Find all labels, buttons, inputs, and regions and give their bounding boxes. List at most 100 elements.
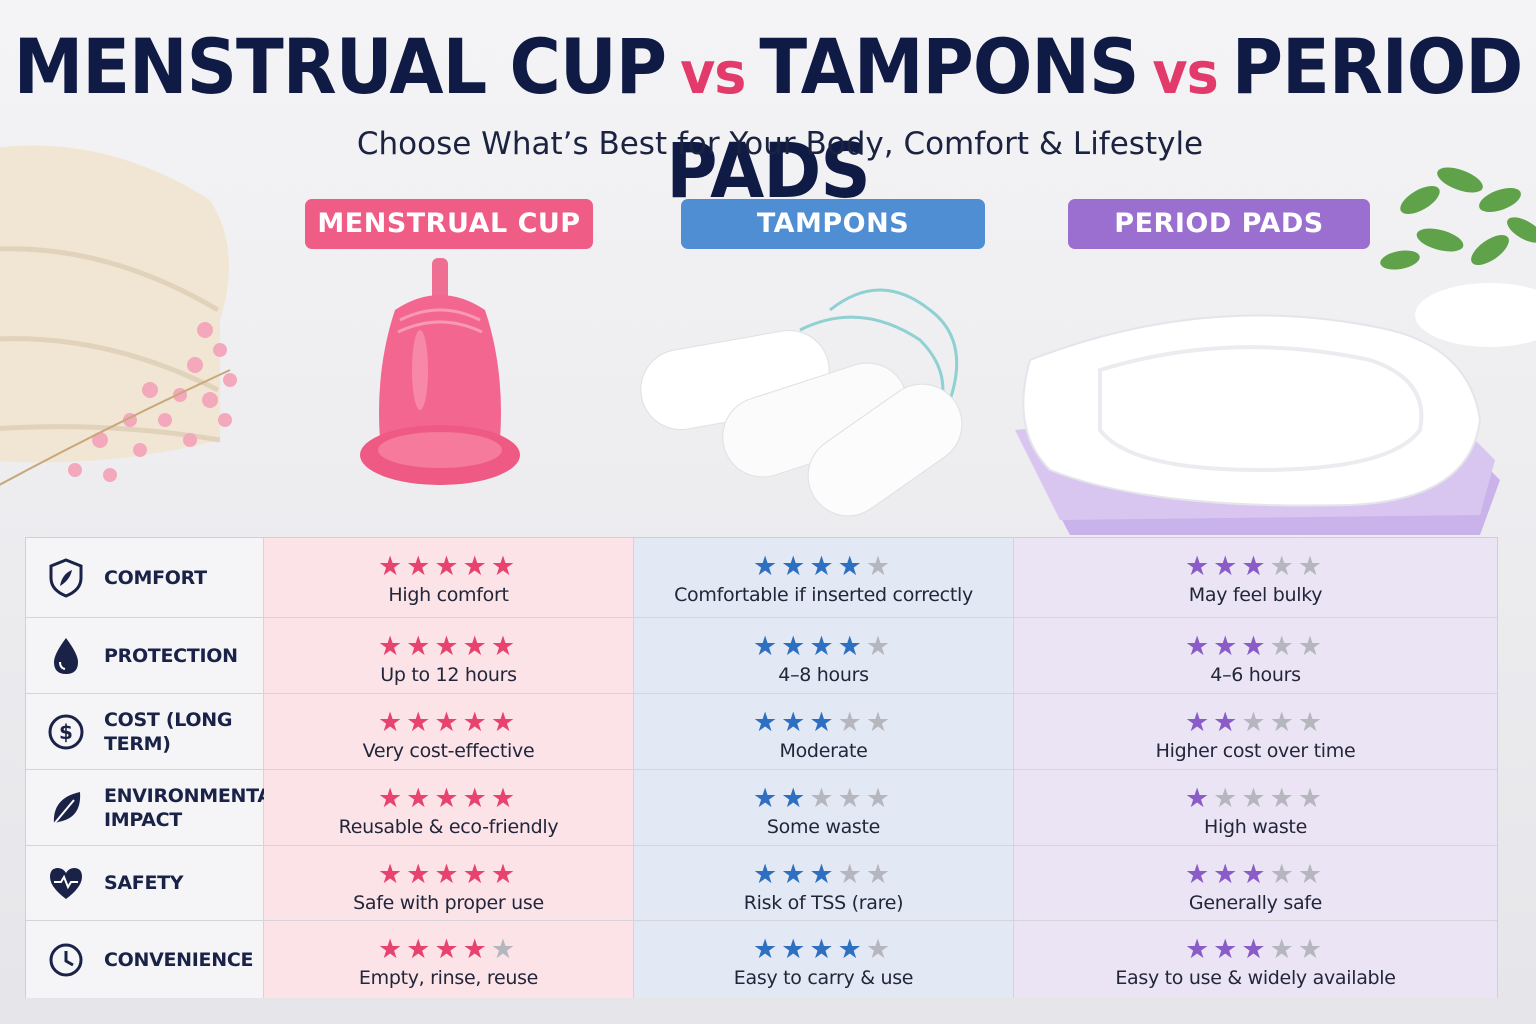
star-icon: ★	[462, 859, 491, 890]
rating-cell-tampons: ★★★★★ Easy to carry & use	[634, 921, 1014, 998]
rating-cell-cup: ★★★★★ Very cost-effective	[264, 694, 634, 769]
star-icon: ★	[1241, 707, 1270, 738]
rating-cell-pads: ★★★★★ 4–6 hours	[1014, 618, 1497, 693]
rating-description: Easy to carry & use	[733, 967, 914, 989]
star-icon: ★	[1297, 934, 1327, 965]
rating-description: May feel bulky	[1188, 584, 1323, 606]
table-row: ENVIRONMENTAL IMPACT ★★★★★ Reusable & eco-…	[26, 770, 1497, 846]
star-icon: ★	[1241, 934, 1270, 965]
rating-cell-tampons: ★★★★★ Risk of TSS (rare)	[634, 846, 1014, 920]
star-icon: ★	[865, 859, 895, 890]
star-icon: ★	[1213, 631, 1242, 662]
heart-pulse-icon	[48, 863, 84, 903]
column-header-pads: PERIOD PADS	[1068, 199, 1370, 249]
star-rating: ★★★★★	[1014, 708, 1497, 738]
star-rating: ★★★★★	[1014, 935, 1497, 965]
rating-description: High comfort	[388, 584, 509, 606]
title-tampons: TAMPONS	[759, 22, 1139, 112]
star-icon: ★	[781, 707, 810, 738]
rating-description: Some waste	[766, 816, 881, 838]
star-icon: ★	[1184, 551, 1214, 582]
star-icon: ★	[462, 934, 491, 965]
title-pads: PERIOD PADS	[666, 22, 1523, 216]
star-icon: ★	[434, 551, 463, 582]
row-label-cell: SAFETY	[26, 846, 264, 920]
title-vs-2: vs	[1152, 39, 1218, 108]
drop-icon	[48, 636, 84, 676]
column-header-cup: MENSTRUAL CUP	[305, 199, 593, 249]
rating-cell-pads: ★★★★★ Generally safe	[1014, 846, 1497, 920]
star-icon: ★	[490, 631, 520, 662]
star-icon: ★	[1241, 783, 1270, 814]
star-icon: ★	[406, 934, 435, 965]
star-icon: ★	[1297, 859, 1327, 890]
star-icon: ★	[865, 631, 895, 662]
towel-flowers-illustration	[0, 145, 237, 486]
star-icon: ★	[837, 631, 866, 662]
rating-cell-pads: ★★★★★ Higher cost over time	[1014, 694, 1497, 769]
star-icon: ★	[1241, 631, 1270, 662]
row-label: SAFETY	[104, 872, 184, 894]
star-icon: ★	[809, 631, 838, 662]
star-icon: ★	[752, 551, 782, 582]
rating-description: 4–6 hours	[1210, 664, 1301, 686]
star-rating: ★★★★★	[1014, 860, 1497, 890]
star-rating: ★★★★★	[264, 632, 633, 662]
star-rating: ★★★★★	[634, 632, 1013, 662]
star-icon: ★	[1184, 783, 1214, 814]
star-icon: ★	[837, 859, 866, 890]
table-row: COMFORT ★★★★★ High comfort ★★★★★ Comfortable…	[26, 538, 1497, 618]
star-icon: ★	[434, 631, 463, 662]
row-label-cell: PROTECTION	[26, 618, 264, 693]
table-row: $ COST (LONG TERM) ★★★★★ Very cost-effectiv…	[26, 694, 1497, 770]
star-icon: ★	[1269, 707, 1298, 738]
star-icon: ★	[1241, 859, 1270, 890]
row-label-cell: CONVENIENCE	[26, 921, 264, 998]
star-icon: ★	[377, 551, 407, 582]
star-icon: ★	[865, 551, 895, 582]
page-subtitle: Choose What’s Best for Your Body, Comfor…	[356, 126, 1204, 162]
star-icon: ★	[406, 631, 435, 662]
star-icon: ★	[809, 707, 838, 738]
table-row: PROTECTION ★★★★★ Up to 12 hours ★★★★★ 4–8 ho…	[26, 618, 1497, 694]
star-icon: ★	[490, 783, 520, 814]
rating-cell-pads: ★★★★★ High waste	[1014, 770, 1497, 845]
star-icon: ★	[490, 859, 520, 890]
star-rating: ★★★★★	[634, 552, 1013, 582]
comparison-table: COMFORT ★★★★★ High comfort ★★★★★ Comfortable…	[25, 537, 1498, 998]
star-icon: ★	[377, 707, 407, 738]
star-rating: ★★★★★	[634, 860, 1013, 890]
rating-cell-tampons: ★★★★★ Some waste	[634, 770, 1014, 845]
star-icon: ★	[377, 859, 407, 890]
rating-description: Safe with proper use	[353, 892, 544, 914]
rating-cell-cup: ★★★★★ Empty, rinse, reuse	[264, 921, 634, 998]
star-icon: ★	[490, 707, 520, 738]
rating-description: High waste	[1204, 816, 1307, 838]
star-icon: ★	[865, 707, 895, 738]
star-icon: ★	[1213, 859, 1242, 890]
star-icon: ★	[462, 707, 491, 738]
star-icon: ★	[434, 783, 463, 814]
row-label: COMFORT	[104, 566, 207, 589]
star-icon: ★	[1213, 934, 1242, 965]
rating-description: Higher cost over time	[1155, 740, 1356, 762]
rating-cell-tampons: ★★★★★ 4–8 hours	[634, 618, 1014, 693]
row-label-cell: $ COST (LONG TERM)	[26, 694, 264, 769]
rating-cell-cup: ★★★★★ Safe with proper use	[264, 846, 634, 920]
star-icon: ★	[837, 934, 866, 965]
row-label: ENVIRONMENTAL IMPACT	[104, 784, 284, 831]
star-rating: ★★★★★	[634, 935, 1013, 965]
star-rating: ★★★★★	[634, 708, 1013, 738]
rating-cell-tampons: ★★★★★ Comfortable if inserted correctly	[634, 538, 1014, 617]
star-icon: ★	[434, 934, 463, 965]
menstrual-cup-image	[360, 258, 520, 485]
star-icon: ★	[1213, 551, 1242, 582]
star-rating: ★★★★★	[634, 784, 1013, 814]
star-icon: ★	[781, 934, 810, 965]
star-icon: ★	[809, 783, 838, 814]
page-title: MENSTRUAL CUP vs TAMPONS vs PERIOD PADS	[0, 19, 1536, 220]
plant-illustration	[1380, 167, 1536, 347]
rating-description: Risk of TSS (rare)	[743, 892, 904, 914]
leaf-icon	[48, 788, 84, 828]
period-pads-image	[1015, 314, 1500, 535]
